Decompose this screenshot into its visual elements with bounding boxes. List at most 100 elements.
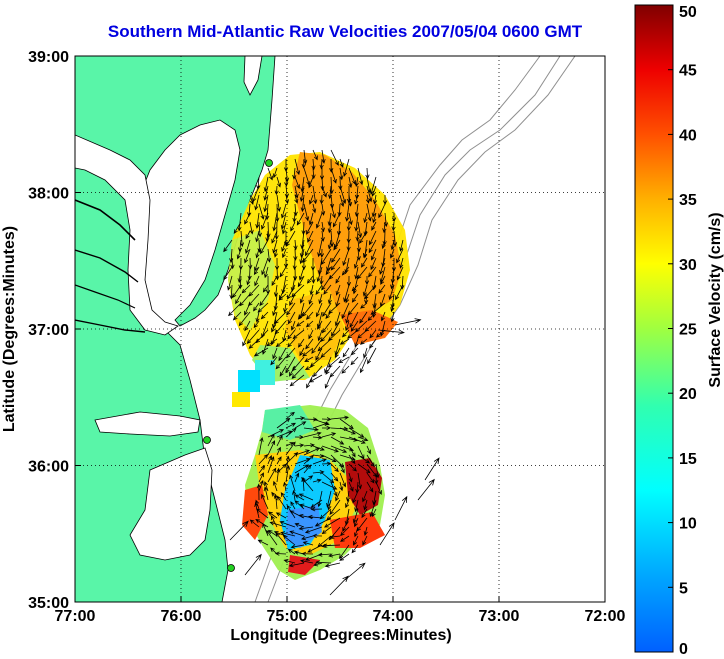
velocity-arrow — [273, 493, 279, 510]
velocity-arrow — [269, 521, 287, 528]
velocity-arrow — [360, 302, 368, 309]
velocity-arrow — [301, 535, 314, 541]
velocity-arrow — [261, 493, 269, 510]
velocity-arrow — [312, 149, 318, 161]
velocity-arrow — [276, 495, 287, 510]
velocity-arrow — [266, 529, 278, 546]
velocity-arrow — [303, 475, 314, 483]
velocity-arrow — [307, 544, 323, 553]
velocity-arrow — [279, 365, 287, 377]
velocity-arrow — [327, 293, 332, 305]
y-tick-label: 37:00 — [28, 322, 69, 339]
velocity-arrow — [345, 203, 350, 222]
river-york — [75, 284, 136, 309]
velocity-arrow — [305, 320, 314, 328]
velocity-arrow — [267, 433, 275, 447]
velocity-arrow — [317, 320, 323, 330]
y-tick-label: 35:00 — [28, 595, 69, 612]
velocity-arrow — [285, 422, 297, 429]
velocity-arrow — [223, 239, 233, 253]
velocity-arrow — [353, 535, 359, 546]
velocity-arrow — [330, 445, 348, 453]
velocity-arrow — [339, 427, 356, 435]
velocity-arrow — [341, 365, 350, 374]
site-marker — [227, 564, 235, 572]
velocity-arrow — [259, 293, 269, 307]
river-james — [75, 319, 146, 333]
velocity-arrow — [307, 514, 323, 520]
velocity-arrow — [238, 239, 243, 253]
colorbar-tick-label: 25 — [679, 322, 697, 339]
velocity-arrow — [280, 531, 296, 537]
velocity-arrow — [258, 436, 264, 456]
velocity-arrow — [377, 329, 405, 335]
velocity-arrow — [320, 230, 325, 242]
velocity-arrow — [294, 158, 301, 176]
velocity-arrow — [309, 284, 314, 296]
velocity-arrow — [276, 467, 281, 483]
velocity-arrow — [293, 203, 298, 217]
velocity-arrow — [375, 463, 380, 479]
velocity-arrow — [349, 311, 359, 328]
velocity-arrow — [275, 338, 287, 348]
velocity-arrow — [342, 248, 350, 266]
velocity-arrow — [330, 472, 339, 482]
velocity-arrow — [292, 489, 297, 501]
velocity-arrow — [246, 329, 260, 345]
velocity-arrow — [294, 500, 305, 510]
velocity-arrow — [264, 266, 269, 279]
colorbar-axis: 0 5 10 15 20 25 30 35 40 45 50 — [668, 4, 697, 658]
velocity-arrow — [357, 454, 371, 464]
velocity-arrow — [365, 194, 370, 204]
velocity-arrow — [396, 266, 404, 281]
velocity-arrow — [351, 544, 359, 554]
velocity-arrow — [274, 551, 287, 556]
radar-sites — [203, 159, 273, 572]
velocity-arrow — [272, 302, 278, 317]
velocity-arrow — [284, 176, 289, 187]
velocity-arrow — [310, 507, 323, 512]
velocity-arrow — [367, 311, 377, 322]
velocity-arrow — [292, 212, 297, 223]
velocity-arrow — [276, 194, 281, 212]
site-marker — [203, 436, 211, 444]
velocity-arrow — [354, 526, 359, 538]
velocity-arrow — [311, 158, 316, 171]
velocity-arrow — [324, 374, 332, 389]
velocity-arrow — [249, 194, 254, 205]
velocity-arrow — [312, 478, 322, 483]
velocity-arrow — [285, 230, 296, 247]
velocity-arrow — [272, 480, 278, 492]
velocity-arrow — [378, 203, 386, 219]
velocity-arrow — [324, 562, 341, 568]
velocity-arrow — [267, 440, 275, 456]
velocity-arrow — [305, 338, 314, 350]
velocity-arrow — [351, 293, 359, 303]
velocity-arrow — [352, 275, 359, 295]
velocity-arrow — [354, 266, 359, 280]
velocity-arrow — [357, 167, 364, 186]
velocity-arrow — [371, 221, 377, 231]
velocity-arrow — [303, 427, 319, 432]
velocity-arrow — [298, 513, 314, 519]
velocity-arrow — [293, 248, 298, 261]
velocity-arrow — [290, 501, 296, 510]
velocity-arrow — [351, 284, 359, 292]
velocity-arrow — [281, 221, 287, 235]
velocity-arrow — [340, 526, 350, 537]
albemarle-sound — [94, 411, 201, 437]
velocity-arrow — [354, 194, 359, 205]
velocity-arrow — [371, 203, 377, 218]
velocity-arrow — [361, 508, 368, 519]
x-tick-label: 72:00 — [585, 608, 626, 625]
velocity-arrow — [339, 158, 344, 168]
velocity-arrow — [248, 284, 260, 297]
velocity-arrow — [257, 221, 262, 238]
velocity-arrow — [303, 447, 321, 456]
velocity-arrow — [300, 194, 305, 213]
velocity-arrow — [379, 522, 395, 546]
velocity-arrow — [315, 212, 323, 229]
velocity-arrow — [379, 257, 386, 275]
velocity-arrow — [312, 435, 323, 440]
velocity-arrow — [274, 221, 279, 241]
